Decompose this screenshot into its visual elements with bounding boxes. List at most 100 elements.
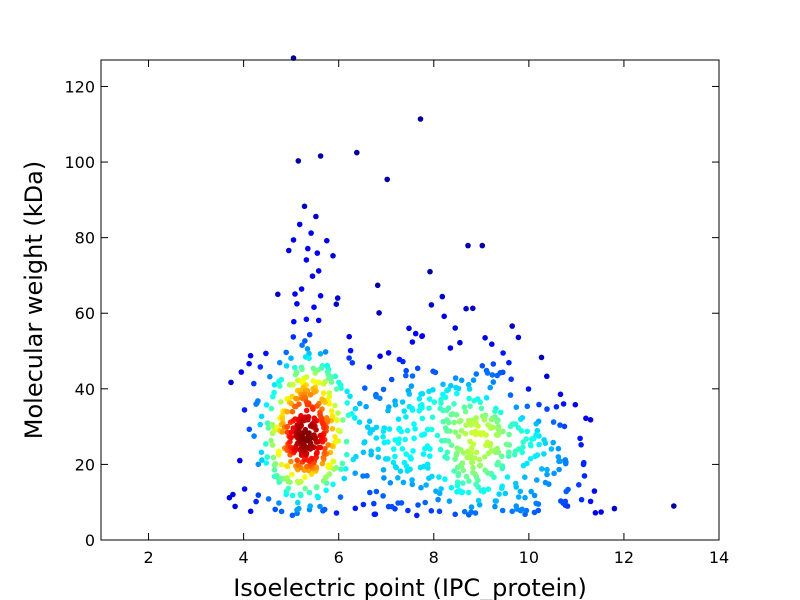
data-point: [343, 438, 350, 445]
data-point: [263, 350, 269, 357]
data-point: [424, 426, 431, 433]
data-point: [481, 417, 488, 423]
data-point: [271, 382, 278, 388]
data-point: [290, 381, 296, 388]
data-point: [307, 423, 314, 429]
data-point: [477, 399, 484, 406]
data-point: [228, 379, 234, 386]
data-point: [482, 335, 488, 341]
data-point: [462, 430, 469, 437]
data-point: [512, 480, 519, 487]
data-point: [286, 247, 292, 254]
data-point: [232, 503, 238, 510]
data-point: [278, 399, 284, 405]
data-point: [499, 507, 506, 514]
data-point: [304, 346, 311, 352]
data-point: [452, 325, 459, 331]
data-point: [487, 384, 494, 391]
data-point: [431, 399, 438, 405]
data-point: [372, 511, 379, 517]
data-point: [409, 339, 416, 345]
data-point: [523, 507, 530, 514]
data-point: [380, 434, 386, 440]
data-point: [475, 423, 481, 430]
data-point: [556, 458, 562, 465]
data-point: [451, 401, 457, 407]
y-tick-label: 40: [75, 380, 95, 399]
data-point: [536, 441, 542, 448]
data-point: [499, 453, 505, 460]
data-point: [496, 491, 502, 497]
x-tick-label: 4: [239, 548, 249, 567]
x-tick-label: 10: [519, 548, 539, 567]
data-point: [314, 250, 321, 256]
data-point: [435, 496, 441, 503]
data-point: [275, 291, 281, 298]
data-point: [288, 355, 294, 362]
data-point: [512, 448, 519, 455]
data-point: [344, 400, 351, 406]
data-point: [445, 438, 452, 444]
data-point: [395, 475, 401, 481]
data-point: [376, 310, 382, 316]
data-point: [392, 453, 398, 460]
data-point: [385, 350, 392, 356]
data-point: [500, 350, 506, 356]
data-point: [561, 423, 568, 430]
data-point: [412, 330, 419, 337]
data-point: [504, 474, 511, 480]
data-point: [410, 448, 416, 454]
data-point: [315, 268, 322, 274]
data-point: [576, 482, 582, 488]
data-point: [533, 500, 539, 507]
data-point: [269, 442, 276, 448]
data-point: [471, 455, 478, 461]
data-point: [533, 421, 539, 427]
data-point: [230, 491, 236, 498]
data-point: [294, 301, 300, 307]
data-point: [356, 419, 363, 426]
data-point: [349, 360, 356, 366]
data-point: [508, 376, 514, 383]
data-point: [388, 376, 395, 383]
data-point: [437, 446, 444, 453]
data-point: [453, 412, 460, 418]
data-point: [446, 498, 453, 505]
data-point: [392, 402, 399, 408]
data-point: [591, 488, 598, 494]
data-point: [400, 479, 407, 486]
data-point: [398, 500, 405, 506]
data-point: [463, 305, 469, 312]
data-point: [328, 379, 335, 385]
data-point: [259, 457, 265, 463]
data-point: [354, 149, 360, 156]
data-point: [454, 479, 461, 486]
data-point: [301, 203, 308, 210]
x-tick-label: 14: [709, 548, 729, 567]
data-point: [284, 423, 291, 430]
data-point: [272, 461, 279, 467]
data-point: [459, 460, 466, 466]
data-point: [531, 509, 538, 516]
data-point: [321, 450, 328, 457]
data-point: [279, 415, 286, 422]
data-point: [403, 372, 409, 379]
data-point: [577, 435, 583, 442]
data-point: [442, 476, 448, 482]
data-point: [323, 487, 329, 494]
data-point: [377, 353, 383, 360]
data-point: [436, 490, 443, 497]
data-point: [357, 400, 363, 407]
data-point: [478, 405, 485, 412]
data-point: [458, 377, 465, 384]
data-point: [381, 475, 387, 481]
data-point: [295, 462, 302, 468]
data-point: [494, 418, 500, 425]
data-point: [303, 316, 310, 323]
data-point: [420, 451, 427, 457]
data-point: [330, 253, 336, 259]
data-point: [528, 488, 534, 495]
data-point: [322, 446, 328, 452]
data-point: [352, 470, 359, 477]
